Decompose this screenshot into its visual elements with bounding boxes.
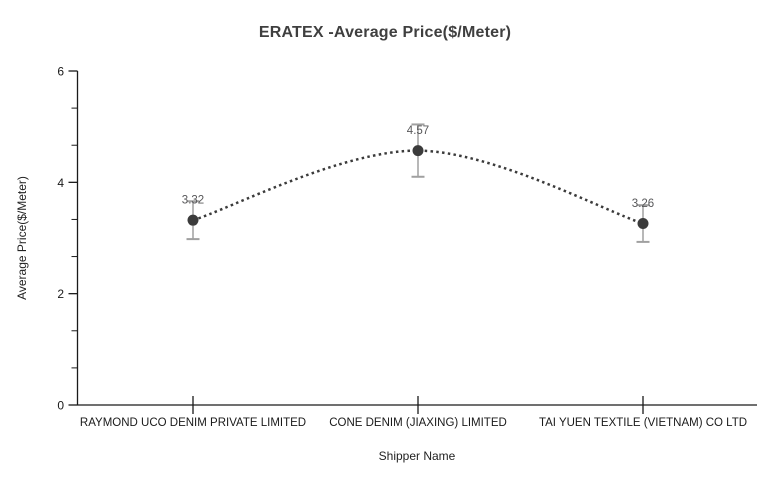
data-point-label: 3.32 xyxy=(182,195,204,207)
data-point-label: 4.57 xyxy=(407,125,429,137)
y-tick-label: 4 xyxy=(57,176,64,190)
chart-title: ERATEX -Average Price($/Meter) xyxy=(258,24,512,41)
y-tick-label: 2 xyxy=(57,287,64,301)
data-point xyxy=(637,218,649,230)
y-tick-label: 6 xyxy=(57,65,64,79)
y-axis-title: Average Price($/Meter) xyxy=(15,176,29,300)
data-point xyxy=(187,214,199,226)
x-axis-title: Shipper Name xyxy=(379,449,456,463)
x-tick-label: TAI YUEN TEXTILE (VIETNAM) CO LTD xyxy=(539,417,747,429)
x-tick-label: CONE DENIM (JIAXING) LIMITED xyxy=(329,417,507,429)
data-point xyxy=(412,145,424,157)
y-tick-label: 0 xyxy=(57,399,64,413)
data-point-label: 3.26 xyxy=(632,198,654,210)
x-tick-label: RAYMOND UCO DENIM PRIVATE LIMITED xyxy=(80,417,306,429)
